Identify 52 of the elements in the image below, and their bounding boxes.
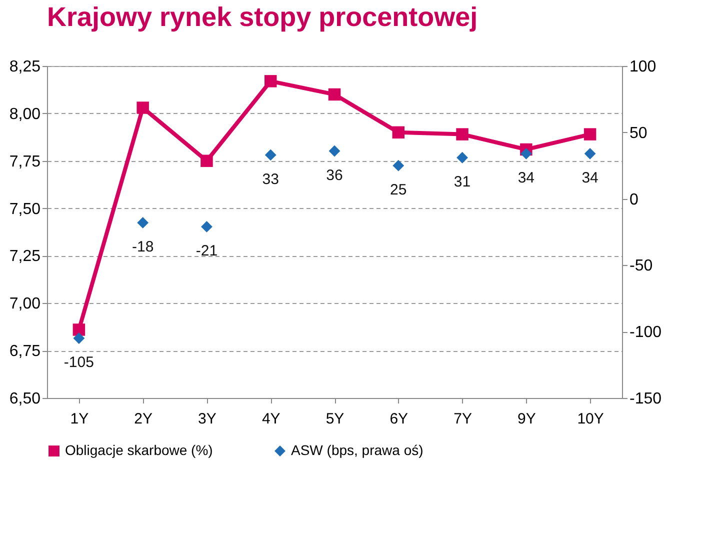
y-tick-label: 6,50	[9, 390, 41, 408]
point	[73, 332, 85, 344]
data-label: 33	[262, 170, 279, 188]
point	[584, 148, 596, 160]
data-label: -18	[132, 238, 154, 256]
point	[264, 75, 277, 88]
chart-title: Krajowy rynek stopy procentowej	[47, 2, 478, 32]
point	[264, 149, 276, 161]
x-tick-label: 6Y	[390, 410, 408, 428]
data-label: 31	[454, 174, 471, 191]
x-tick-label: 7Y	[454, 410, 472, 428]
y-tick-label: 7,50	[9, 200, 41, 218]
y-tick-label: 6,75	[9, 343, 41, 360]
point	[328, 145, 340, 157]
point	[72, 324, 86, 336]
point	[136, 102, 149, 114]
y-tick-label: 8,25	[9, 58, 41, 76]
data-label: -105	[64, 354, 94, 372]
y-tick-label: 7,75	[9, 153, 41, 170]
data-label: 36	[326, 166, 343, 184]
point	[328, 88, 341, 101]
x-tick-label: 4Y	[262, 410, 280, 428]
point	[520, 148, 532, 160]
y-tick-label: 8,00	[9, 106, 41, 123]
point	[137, 217, 149, 228]
y2-tick-label: -150	[630, 390, 662, 408]
point	[456, 152, 468, 164]
x-tick-label: 1Y	[70, 410, 89, 428]
legend-label: ASW (bps, prawa oś)	[291, 442, 424, 458]
point	[584, 128, 596, 140]
x-tick-label: 2Y	[134, 410, 153, 428]
y2-tick-label: 50	[630, 124, 648, 142]
point	[200, 154, 213, 167]
data-label: 34	[518, 170, 535, 187]
point	[201, 220, 212, 232]
data-label: 25	[390, 182, 407, 199]
y2-tick-label: 100	[630, 58, 656, 76]
x-tick-label: 9Y	[517, 410, 536, 428]
y2-tick-label: -100	[630, 324, 662, 342]
x-tick-label: 5Y	[326, 410, 344, 428]
x-tick-label: 3Y	[198, 410, 216, 428]
y-tick-label: 7,00	[9, 296, 41, 313]
point	[392, 126, 405, 139]
point	[392, 160, 404, 172]
y2-tick-label: 0	[630, 191, 638, 208]
y-tick-label: 7,25	[9, 248, 41, 266]
y2-tick-label: -50	[630, 258, 653, 275]
point	[456, 128, 468, 140]
data-label: -21	[196, 242, 218, 260]
x-tick-label: 10Y	[577, 410, 604, 428]
data-label: 34	[582, 170, 598, 187]
legend-label: Obligacje skarbowe (%)	[65, 442, 213, 458]
